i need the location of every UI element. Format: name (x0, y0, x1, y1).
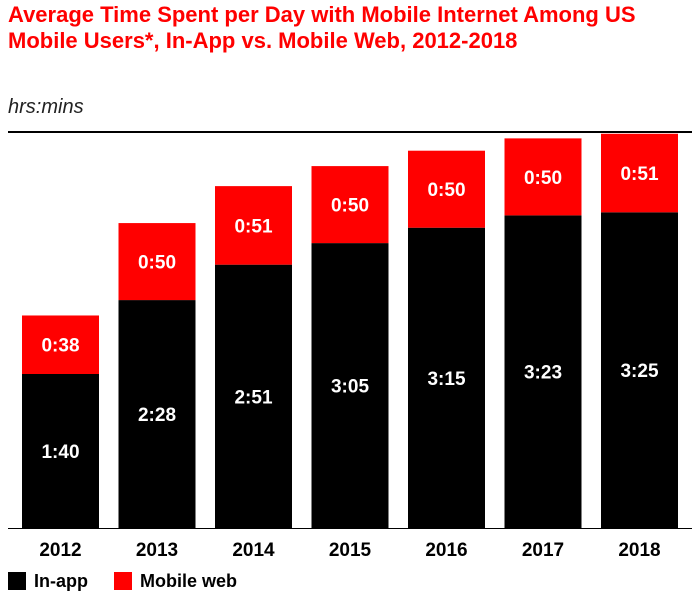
data-label-mobile-web-2012: 0:38 (41, 336, 79, 357)
x-tick-label-2013: 2013 (136, 540, 178, 561)
bar-mobile-web-2015 (311, 166, 389, 244)
legend-swatch-in-app (8, 572, 26, 590)
chart-subtitle: hrs:mins (8, 96, 84, 118)
bar-in-app-2017 (504, 215, 582, 528)
chart-top-rule (8, 131, 692, 133)
bar-mobile-web-2013 (118, 223, 196, 301)
bar-mobile-web-2017 (504, 138, 582, 216)
x-tick-label-2015: 2015 (329, 540, 372, 561)
x-tick-label-2018: 2018 (618, 540, 660, 561)
data-label-mobile-web-2016: 0:50 (427, 180, 465, 201)
data-label-mobile-web-2013: 0:50 (138, 253, 176, 274)
x-tick-label-2014: 2014 (232, 540, 275, 561)
x-tick-label-2017: 2017 (522, 540, 564, 561)
x-tick-label-2012: 2012 (39, 540, 81, 561)
bar-in-app-2015 (311, 243, 389, 528)
chart-legend: In-app Mobile web (8, 570, 263, 592)
legend-item-mobile-web: Mobile web (114, 571, 237, 592)
chart-title: Average Time Spent per Day with Mobile I… (8, 2, 636, 53)
legend-label-in-app: In-app (34, 570, 88, 591)
legend-swatch-mobile-web (114, 572, 132, 590)
bar-in-app-2013 (118, 300, 196, 528)
bar-in-app-2012 (22, 374, 99, 528)
data-label-in-app-2017: 3:23 (524, 363, 562, 384)
data-label-mobile-web-2017: 0:50 (524, 168, 562, 189)
bar-mobile-web-2014 (215, 186, 292, 265)
bar-mobile-web-2018 (601, 133, 678, 213)
bar-in-app-2014 (215, 264, 292, 528)
legend-item-in-app: In-app (8, 571, 88, 592)
bar-in-app-2018 (601, 212, 678, 529)
data-label-in-app-2016: 3:15 (427, 369, 465, 390)
data-label-in-app-2018: 3:25 (620, 361, 658, 382)
data-label-in-app-2014: 2:51 (234, 387, 272, 408)
legend-label-mobile-web: Mobile web (140, 570, 238, 591)
x-tick-label-2016: 2016 (425, 540, 467, 561)
bar-mobile-web-2016 (408, 150, 485, 228)
data-label-in-app-2013: 2:28 (138, 405, 176, 426)
data-label-in-app-2015: 3:05 (331, 377, 369, 398)
data-label-mobile-web-2015: 0:50 (331, 196, 369, 217)
bar-in-app-2016 (408, 227, 485, 528)
data-label-mobile-web-2014: 0:51 (234, 216, 272, 237)
data-label-mobile-web-2018: 0:51 (620, 164, 658, 185)
data-label-in-app-2012: 1:40 (41, 442, 79, 463)
bar-mobile-web-2012 (22, 315, 99, 374)
